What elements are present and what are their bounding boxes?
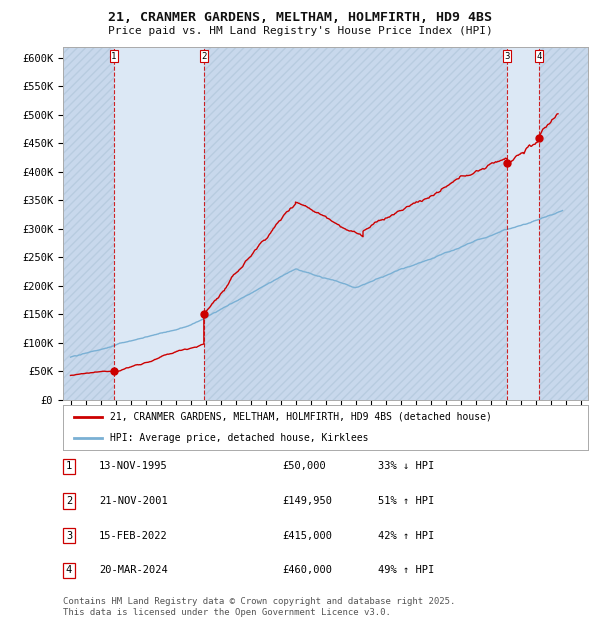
Bar [508,46,539,400]
Text: Contains HM Land Registry data © Crown copyright and database right 2025.
This d: Contains HM Land Registry data © Crown c… [63,598,455,617]
Bar [63,46,113,400]
Text: 21-NOV-2001: 21-NOV-2001 [99,496,168,506]
Text: 4: 4 [536,52,541,61]
Text: 42% ↑ HPI: 42% ↑ HPI [378,531,434,541]
Text: 33% ↓ HPI: 33% ↓ HPI [378,461,434,471]
Text: 3: 3 [66,531,72,541]
Text: 2: 2 [201,52,206,61]
Text: 21, CRANMER GARDENS, MELTHAM, HOLMFIRTH, HD9 4BS: 21, CRANMER GARDENS, MELTHAM, HOLMFIRTH,… [108,11,492,24]
Text: 1: 1 [66,461,72,471]
Text: 13-NOV-1995: 13-NOV-1995 [99,461,168,471]
Text: 4: 4 [66,565,72,575]
Bar [539,46,588,400]
Bar [113,46,204,400]
Text: £149,950: £149,950 [282,496,332,506]
Text: 15-FEB-2022: 15-FEB-2022 [99,531,168,541]
Text: 20-MAR-2024: 20-MAR-2024 [99,565,168,575]
Text: £415,000: £415,000 [282,531,332,541]
Bar [204,46,508,400]
Text: Price paid vs. HM Land Registry's House Price Index (HPI): Price paid vs. HM Land Registry's House … [107,26,493,36]
Text: 49% ↑ HPI: 49% ↑ HPI [378,565,434,575]
Text: £50,000: £50,000 [282,461,326,471]
Text: 1: 1 [111,52,116,61]
Text: £460,000: £460,000 [282,565,332,575]
Text: HPI: Average price, detached house, Kirklees: HPI: Average price, detached house, Kirk… [110,433,369,443]
Text: 2: 2 [66,496,72,506]
Text: 3: 3 [505,52,510,61]
Text: 21, CRANMER GARDENS, MELTHAM, HOLMFIRTH, HD9 4BS (detached house): 21, CRANMER GARDENS, MELTHAM, HOLMFIRTH,… [110,412,492,422]
Text: 51% ↑ HPI: 51% ↑ HPI [378,496,434,506]
